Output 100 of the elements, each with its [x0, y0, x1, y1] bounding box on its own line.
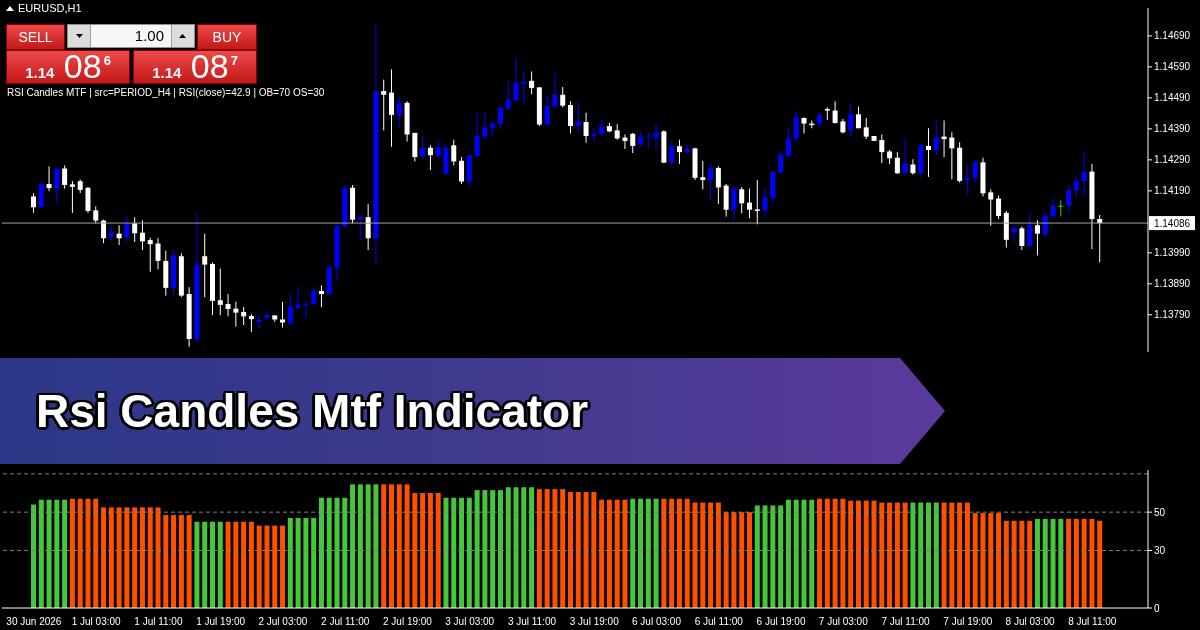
annotation: 1.14 08$^{6}$: [25, 50, 111, 85]
chart-subtitle: EURUSD,H1: [18, 2, 82, 14]
x-tick-label: 8 Jul 11:00: [1068, 616, 1117, 627]
candlestick: [910, 158, 916, 176]
candlestick: [972, 158, 978, 183]
bar: [770, 505, 776, 608]
bar: [124, 507, 130, 608]
bar: [521, 487, 527, 608]
bar: [210, 521, 215, 608]
candlestick: [147, 237, 153, 273]
bar: [1034, 518, 1040, 608]
bar: [451, 497, 457, 608]
candlestick: [902, 138, 908, 175]
bar: [941, 502, 947, 608]
candlestick: [513, 57, 519, 103]
candlestick: [54, 168, 60, 205]
bar: [661, 498, 667, 608]
bar: [357, 484, 363, 608]
candlestick: [832, 100, 838, 125]
bar: [1050, 518, 1056, 608]
bar: [132, 507, 138, 608]
bar: [1081, 518, 1087, 608]
x-tick-label: 3 Jul 11:00: [507, 616, 557, 627]
candlestick: [700, 160, 706, 190]
bar: [599, 499, 605, 608]
bar: [606, 499, 612, 608]
candlestick: [357, 215, 363, 242]
x-tick-label: 2 Jul 03:00: [258, 616, 308, 627]
candlestick: [1081, 151, 1087, 197]
bar: [949, 502, 955, 608]
bar: [887, 502, 893, 608]
bar: [513, 487, 519, 608]
x-tick-label: 30 Jun 2026: [6, 616, 62, 627]
x-tick-label: 7 Jul 19:00: [943, 616, 993, 627]
buy-price-button: 1.14 08$^{7}$: [133, 50, 257, 84]
annotation: 1.14 08$^{7}$: [152, 50, 238, 85]
x-tick-label: 1 Jul 19:00: [196, 616, 246, 627]
bar: [840, 498, 846, 608]
bar: [957, 502, 963, 608]
bar: [1019, 520, 1025, 608]
candlestick: [459, 156, 465, 185]
annotation: SELL: [18, 29, 53, 45]
candlestick: [381, 79, 387, 131]
bar: [46, 499, 52, 608]
bar: [622, 499, 628, 608]
bar: [1003, 520, 1009, 608]
bar: [178, 515, 184, 608]
candlestick: [575, 101, 581, 133]
bar: [505, 487, 511, 608]
bar: [482, 490, 488, 608]
bar: [264, 525, 270, 608]
candlestick: [591, 126, 597, 143]
y-tick-label: 1.13790: [1154, 309, 1191, 321]
candlestick: [1027, 213, 1033, 249]
candlestick: [848, 102, 854, 138]
candlestick: [560, 86, 566, 108]
bar: [31, 504, 36, 608]
bar: [77, 498, 83, 608]
bar: [155, 507, 161, 608]
bar: [420, 493, 426, 608]
candlestick: [420, 135, 426, 160]
candlestick: [926, 127, 931, 178]
bar: [894, 502, 900, 608]
bar: [404, 484, 410, 608]
bar: [497, 490, 503, 608]
bar: [490, 490, 496, 608]
candlestick: [85, 186, 91, 214]
ref-line-label: 1.14086: [1153, 217, 1191, 229]
bar: [918, 502, 924, 608]
y-tick-label: 1.13990: [1154, 247, 1191, 259]
bar: [389, 484, 394, 608]
candlestick: [988, 188, 994, 227]
bar: [715, 502, 721, 608]
bar: [723, 512, 729, 608]
candlestick: [630, 132, 636, 154]
sell-button: SELL: [6, 24, 65, 50]
candlestick: [318, 284, 324, 308]
bar: [350, 484, 356, 608]
candlestick: [31, 192, 36, 214]
candlestick: [1066, 185, 1072, 214]
bar: [676, 498, 682, 608]
candlestick: [1019, 225, 1025, 251]
bar: [964, 502, 970, 608]
candlestick: [139, 219, 145, 251]
x-tick-label: 7 Jul 03:00: [818, 616, 869, 627]
candlestick: [69, 180, 75, 214]
candlestick: [451, 139, 457, 166]
bar: [1089, 518, 1095, 608]
bar: [855, 500, 861, 608]
candlestick: [747, 188, 752, 219]
bar: [38, 499, 44, 608]
candlestick: [505, 80, 511, 111]
bar: [85, 498, 91, 608]
candlestick: [676, 139, 682, 165]
bar: [194, 521, 200, 608]
candlestick: [264, 312, 270, 321]
candlestick: [521, 70, 527, 104]
bar: [575, 492, 581, 608]
candlestick: [1034, 219, 1040, 256]
y-tick-label: 50: [1154, 506, 1166, 518]
